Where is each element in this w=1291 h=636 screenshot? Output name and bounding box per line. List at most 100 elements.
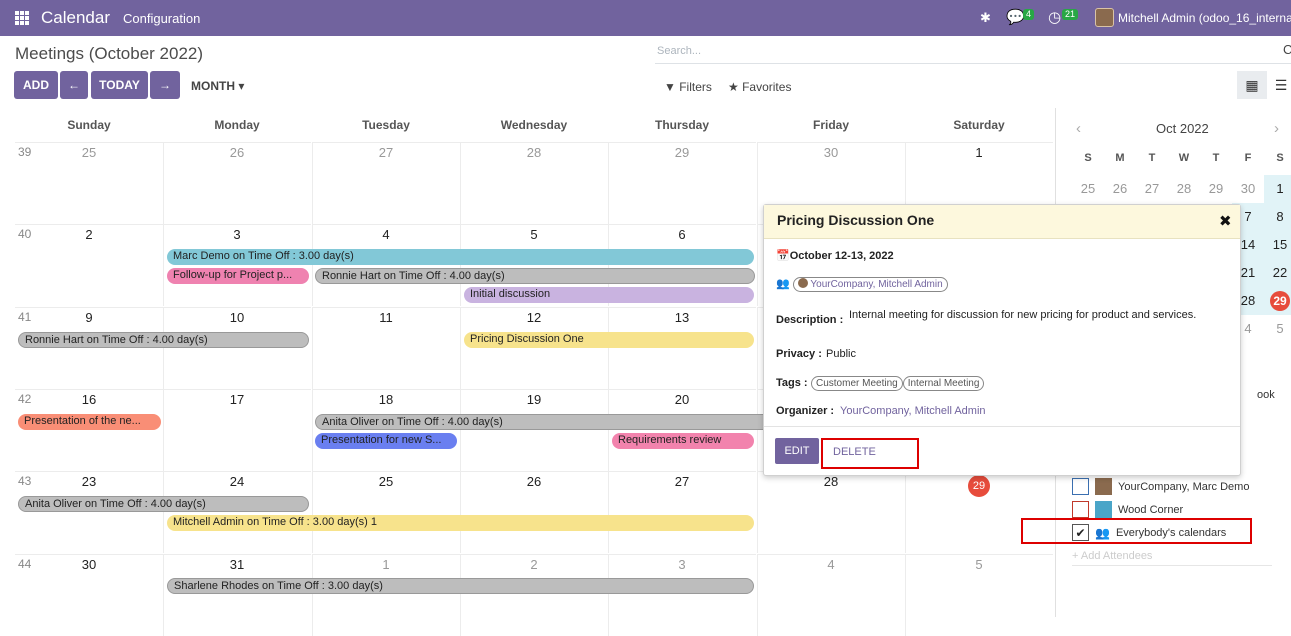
calendar-event[interactable]: Marc Demo on Time Off : 3.00 day(s) <box>167 249 754 265</box>
day-number[interactable]: 20 <box>674 392 690 407</box>
day-cell[interactable] <box>163 142 311 224</box>
tag-internal-meeting[interactable]: Internal Meeting <box>902 376 985 391</box>
day-cell[interactable] <box>312 554 460 636</box>
day-cell[interactable] <box>608 471 756 553</box>
calendar-event[interactable]: Initial discussion <box>464 287 754 303</box>
mini-day[interactable]: 25 <box>1080 181 1096 196</box>
calendar-event[interactable]: Pricing Discussion One <box>464 332 754 348</box>
day-cell[interactable] <box>608 389 756 471</box>
mini-day[interactable]: 28 <box>1232 287 1264 315</box>
debug-icon[interactable]: ✱ <box>980 10 991 25</box>
day-number[interactable]: 2 <box>85 227 93 242</box>
edit-button[interactable]: EDIT <box>775 438 819 464</box>
day-cell[interactable] <box>312 389 460 471</box>
close-icon[interactable]: ✖ <box>1219 213 1232 230</box>
day-number[interactable]: 30 <box>81 557 97 572</box>
day-number[interactable]: 4 <box>827 557 835 572</box>
mini-day[interactable]: 26 <box>1112 181 1128 196</box>
day-number[interactable]: 29 <box>674 145 690 160</box>
day-number[interactable]: 2 <box>530 557 538 572</box>
day-cell[interactable] <box>460 471 608 553</box>
day-cell[interactable] <box>312 307 460 389</box>
day-number[interactable]: 28 <box>823 474 839 489</box>
day-cell[interactable] <box>15 307 163 389</box>
delete-button[interactable]: DELETE <box>833 446 876 458</box>
day-number[interactable]: 1 <box>382 557 390 572</box>
day-cell[interactable] <box>460 307 608 389</box>
day-cell[interactable] <box>15 554 163 636</box>
mini-day[interactable]: 15 <box>1264 231 1291 259</box>
day-cell[interactable] <box>460 389 608 471</box>
mini-day[interactable]: 30 <box>1240 181 1256 196</box>
mini-day[interactable]: 8 <box>1264 203 1291 231</box>
app-name[interactable]: Calendar <box>41 8 110 27</box>
day-number[interactable]: 13 <box>674 310 690 325</box>
day-cell[interactable] <box>15 389 163 471</box>
day-cell[interactable] <box>608 142 756 224</box>
add-button[interactable]: ADD <box>14 71 58 99</box>
day-cell[interactable] <box>608 307 756 389</box>
day-cell[interactable] <box>163 307 311 389</box>
calendar-event[interactable]: Presentation for new S... <box>315 433 457 449</box>
day-number[interactable]: 27 <box>378 145 394 160</box>
mini-prev-icon[interactable]: ‹ <box>1076 120 1081 137</box>
next-button[interactable]: → <box>150 71 180 99</box>
calendar-event[interactable]: Mitchell Admin on Time Off : 3.00 day(s)… <box>167 515 754 531</box>
day-number[interactable]: 18 <box>378 392 394 407</box>
calendar-event[interactable]: Sharlene Rhodes on Time Off : 3.00 day(s… <box>167 578 754 594</box>
favorites-button[interactable]: ★ Favorites <box>728 80 792 94</box>
day-cell[interactable] <box>460 554 608 636</box>
calendar-event[interactable]: Anita Oliver on Time Off : 4.00 day(s) <box>315 414 775 430</box>
mini-day[interactable]: 22 <box>1264 259 1291 287</box>
filters-button[interactable]: ▼ Filters <box>664 80 712 94</box>
search-input[interactable]: Search... <box>655 42 1291 64</box>
day-number[interactable]: 30 <box>823 145 839 160</box>
prev-button[interactable]: ← <box>60 71 88 99</box>
calendar-event[interactable]: Follow-up for Project p... <box>167 268 309 284</box>
day-cell[interactable] <box>163 224 311 306</box>
day-number[interactable]: 6 <box>678 227 686 242</box>
day-number[interactable]: 3 <box>678 557 686 572</box>
day-cell[interactable] <box>15 142 163 224</box>
day-cell[interactable] <box>312 224 460 306</box>
attendee-filter-wood-corner[interactable]: Wood Corner <box>1072 501 1183 518</box>
mini-day[interactable]: 29 <box>1208 181 1224 196</box>
day-cell[interactable] <box>15 471 163 553</box>
day-number[interactable]: 11 <box>379 310 393 325</box>
chat-icon[interactable]: 💬 <box>1006 9 1025 26</box>
mini-next-icon[interactable]: › <box>1274 120 1279 137</box>
day-number[interactable]: 28 <box>526 145 542 160</box>
day-number[interactable]: 25 <box>81 145 97 160</box>
day-cell[interactable] <box>15 224 163 306</box>
day-number[interactable]: 3 <box>233 227 241 242</box>
mini-day[interactable]: 1 <box>1264 175 1291 203</box>
day-number[interactable]: 10 <box>229 310 245 325</box>
day-number[interactable]: 27 <box>674 474 690 489</box>
attendee-tag[interactable]: YourCompany, Mitchell Admin <box>792 277 948 292</box>
scale-dropdown[interactable]: MONTH ▾ <box>191 79 245 93</box>
day-cell[interactable] <box>312 142 460 224</box>
day-number[interactable]: 26 <box>229 145 245 160</box>
day-number[interactable]: 23 <box>81 474 97 489</box>
day-number[interactable]: 5 <box>975 557 983 572</box>
day-number[interactable]: 4 <box>382 227 390 242</box>
day-number[interactable]: 17 <box>229 392 245 407</box>
day-number[interactable]: 9 <box>85 310 93 325</box>
day-cell[interactable] <box>905 554 1053 636</box>
calendar-event[interactable]: Requirements review <box>612 433 754 449</box>
day-number[interactable]: 25 <box>378 474 394 489</box>
mini-day[interactable]: 28 <box>1176 181 1192 196</box>
calendar-event[interactable]: Anita Oliver on Time Off : 4.00 day(s) <box>18 496 309 512</box>
day-number[interactable]: 1 <box>975 145 983 160</box>
calendar-event[interactable]: Ronnie Hart on Time Off : 4.00 day(s) <box>315 268 755 284</box>
day-cell[interactable] <box>460 142 608 224</box>
attendee-checkbox[interactable] <box>1072 501 1089 518</box>
day-cell[interactable] <box>905 142 1053 224</box>
mini-day[interactable]: 5 <box>1276 321 1284 336</box>
day-number[interactable]: 24 <box>229 474 245 489</box>
day-number[interactable]: 5 <box>530 227 538 242</box>
list-view-icon[interactable]: ☰ <box>1274 76 1288 93</box>
day-cell[interactable] <box>757 142 905 224</box>
day-number[interactable]: 26 <box>526 474 542 489</box>
day-number[interactable]: 16 <box>81 392 97 407</box>
